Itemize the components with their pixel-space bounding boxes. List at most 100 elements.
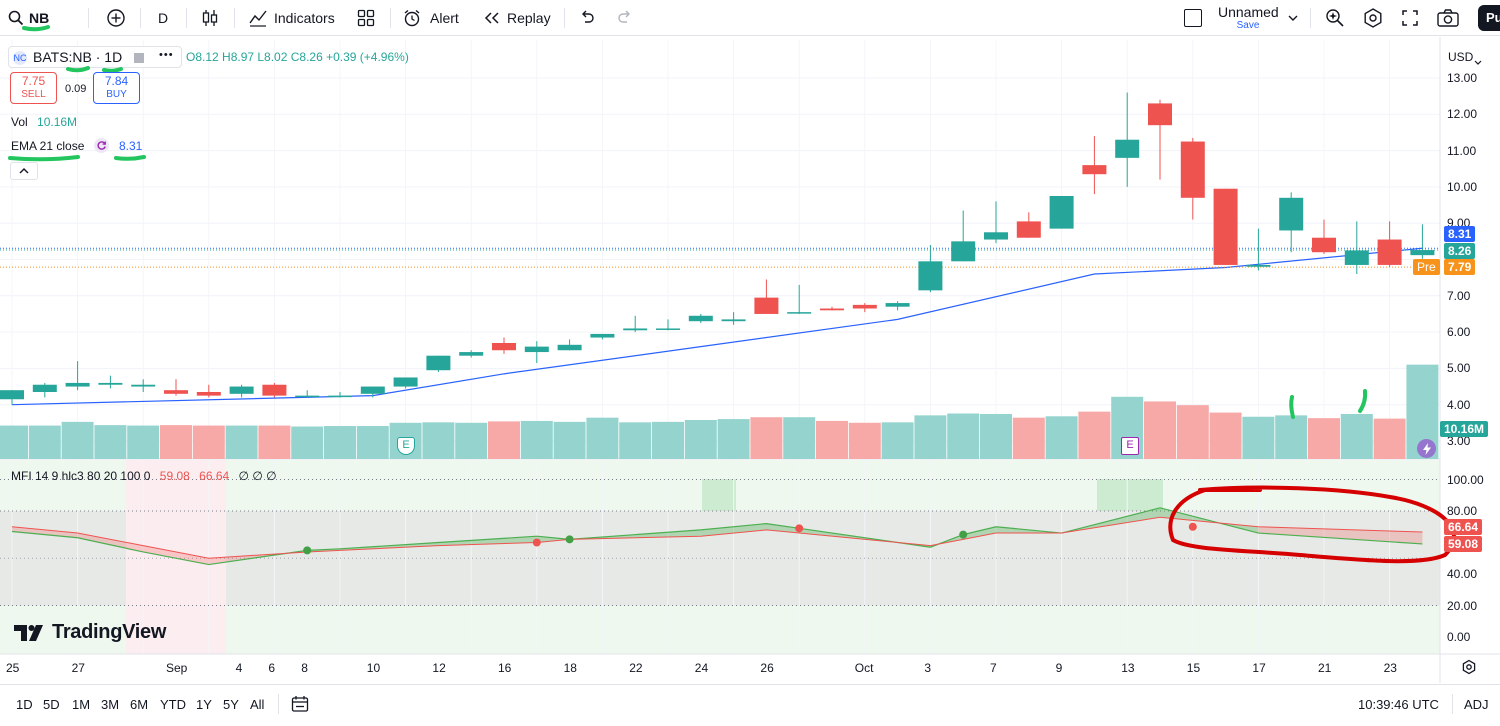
layout-name: Unnamed xyxy=(1218,4,1279,20)
mfi-cross-marker xyxy=(565,535,574,544)
volume-bar xyxy=(1308,418,1340,459)
bottom-toolbar: 1D 5D 1M 3M 6M YTD 1Y 5Y All 10:39:46 UTC ADJ xyxy=(0,684,1500,722)
range-button[interactable]: 5Y xyxy=(223,696,239,712)
publish-button[interactable]: Pu xyxy=(1478,5,1500,31)
layout-name-menu[interactable]: Unnamed Save xyxy=(1218,4,1279,32)
undo-button[interactable] xyxy=(578,0,596,36)
mfi-cross-marker xyxy=(795,524,804,533)
save-button[interactable]: Save xyxy=(1236,20,1260,31)
date-tick-label: 3 xyxy=(924,661,932,675)
templates-button[interactable] xyxy=(356,0,376,36)
close-price-tag: 8.26 xyxy=(1444,243,1476,259)
range-button[interactable]: YTD xyxy=(160,696,186,712)
price-tick-label: 4.00 xyxy=(1447,397,1471,412)
time-axis-settings-button[interactable] xyxy=(1461,659,1477,678)
candle-body xyxy=(1312,237,1336,253)
range-button[interactable]: 1Y xyxy=(196,696,212,712)
volume-bar xyxy=(1340,413,1373,459)
volume-legend[interactable]: Vol 10.16M xyxy=(11,115,77,129)
chart-canvas[interactable] xyxy=(0,37,1500,683)
spread-value: 0.09 xyxy=(65,83,87,95)
sell-button[interactable]: 7.75 SELL xyxy=(10,72,57,104)
date-tick-label: 13 xyxy=(1121,661,1135,675)
price-tick-label: 13.00 xyxy=(1447,71,1478,85)
date-tick-label: Sep xyxy=(166,661,188,675)
range-button[interactable]: 1D xyxy=(16,696,33,712)
ema-legend[interactable]: EMA 21 close xyxy=(11,139,84,153)
chart-area[interactable]: NC BATS:NB · 1D ••• O8.12 H8.97 L8.02 C8… xyxy=(0,37,1500,683)
date-tick-label: 24 xyxy=(694,661,709,675)
indicators-button[interactable]: Indicators xyxy=(248,0,335,36)
volume-bar xyxy=(1373,418,1406,459)
volume-bar xyxy=(586,417,619,459)
date-tick-label: 4 xyxy=(235,661,243,675)
adjust-data-toggle[interactable]: ADJ xyxy=(1464,696,1489,712)
currency-dropdown[interactable] xyxy=(1474,54,1482,69)
range-button[interactable]: 5D xyxy=(43,696,60,712)
candle-body xyxy=(0,390,24,400)
currency-label[interactable]: USD xyxy=(1448,50,1474,64)
candle-body xyxy=(65,382,90,387)
alert-button[interactable]: Alert xyxy=(402,0,459,36)
price-tick-label: 5.00 xyxy=(1447,361,1471,376)
candle-body xyxy=(918,261,943,291)
volume-bar xyxy=(291,426,324,459)
symbol-legend-box[interactable]: NC BATS:NB · 1D ••• xyxy=(8,46,182,68)
volume-bar xyxy=(1144,401,1176,459)
candle-body xyxy=(98,382,123,385)
layout-dropdown[interactable] xyxy=(1288,0,1298,36)
earnings-marker[interactable]: E xyxy=(1121,437,1139,455)
plus-circle-icon xyxy=(107,9,125,27)
candle-body xyxy=(787,312,812,314)
volume-bar xyxy=(127,425,160,459)
candle-body xyxy=(1016,221,1041,238)
earnings-marker[interactable]: E xyxy=(397,437,415,455)
symbol-title: BATS:NB · 1D xyxy=(33,49,123,65)
go-to-date-button[interactable] xyxy=(290,685,310,723)
volume-bar xyxy=(1209,412,1242,459)
divider xyxy=(564,8,565,28)
clock-display[interactable]: 10:39:46 UTC xyxy=(1358,696,1439,712)
candle-body xyxy=(1049,195,1074,229)
flag-icon[interactable] xyxy=(134,53,144,63)
candle-body xyxy=(1082,165,1107,175)
volume-bar xyxy=(881,422,914,459)
gear-icon xyxy=(1462,659,1476,675)
range-button[interactable]: 3M xyxy=(101,696,120,712)
search-icon xyxy=(8,10,24,26)
candle-body xyxy=(360,386,385,394)
buy-button[interactable]: 7.84 BUY xyxy=(93,72,140,104)
refresh-icon[interactable] xyxy=(94,138,109,153)
compare-symbol-button[interactable] xyxy=(106,0,126,36)
mfi-overbought-highlight xyxy=(1097,479,1163,511)
calendar-icon xyxy=(291,696,309,712)
mfi-label: MFI 14 9 hlc3 80 20 100 0 xyxy=(11,469,151,483)
tradingview-watermark[interactable]: TradingView xyxy=(14,621,166,644)
candle-body xyxy=(754,297,779,314)
redo-button[interactable] xyxy=(616,0,634,36)
replay-button[interactable]: Replay xyxy=(483,0,551,36)
snapshot-button[interactable] xyxy=(1436,0,1460,36)
range-button[interactable]: 1M xyxy=(72,696,91,712)
chart-type-button[interactable] xyxy=(200,0,220,36)
interval-button[interactable]: D xyxy=(158,10,169,26)
more-icon[interactable]: ••• xyxy=(159,49,174,61)
collapse-legend-button[interactable] xyxy=(10,162,38,180)
range-button[interactable]: All xyxy=(250,696,265,712)
camera-icon xyxy=(1437,9,1459,27)
volume-bar xyxy=(684,420,717,459)
range-button[interactable]: 6M xyxy=(130,696,149,712)
volume-tag: 10.16M xyxy=(1440,421,1489,437)
chevron-up-icon xyxy=(19,168,29,174)
fullscreen-button[interactable] xyxy=(1400,0,1420,36)
indicators-icon xyxy=(249,10,267,27)
dividend-marker[interactable] xyxy=(1417,439,1436,458)
quick-search-button[interactable] xyxy=(1324,0,1346,36)
volume-bar xyxy=(816,420,848,459)
mfi-legend[interactable]: MFI 14 9 hlc3 80 20 100 0 59.08 66.64 ∅ … xyxy=(11,469,277,483)
symbol-search-button[interactable]: NB xyxy=(8,0,49,36)
settings-button[interactable] xyxy=(1362,0,1384,36)
layout-checkbox[interactable] xyxy=(1184,0,1202,36)
volume-bar xyxy=(61,421,94,459)
divider xyxy=(234,8,235,28)
